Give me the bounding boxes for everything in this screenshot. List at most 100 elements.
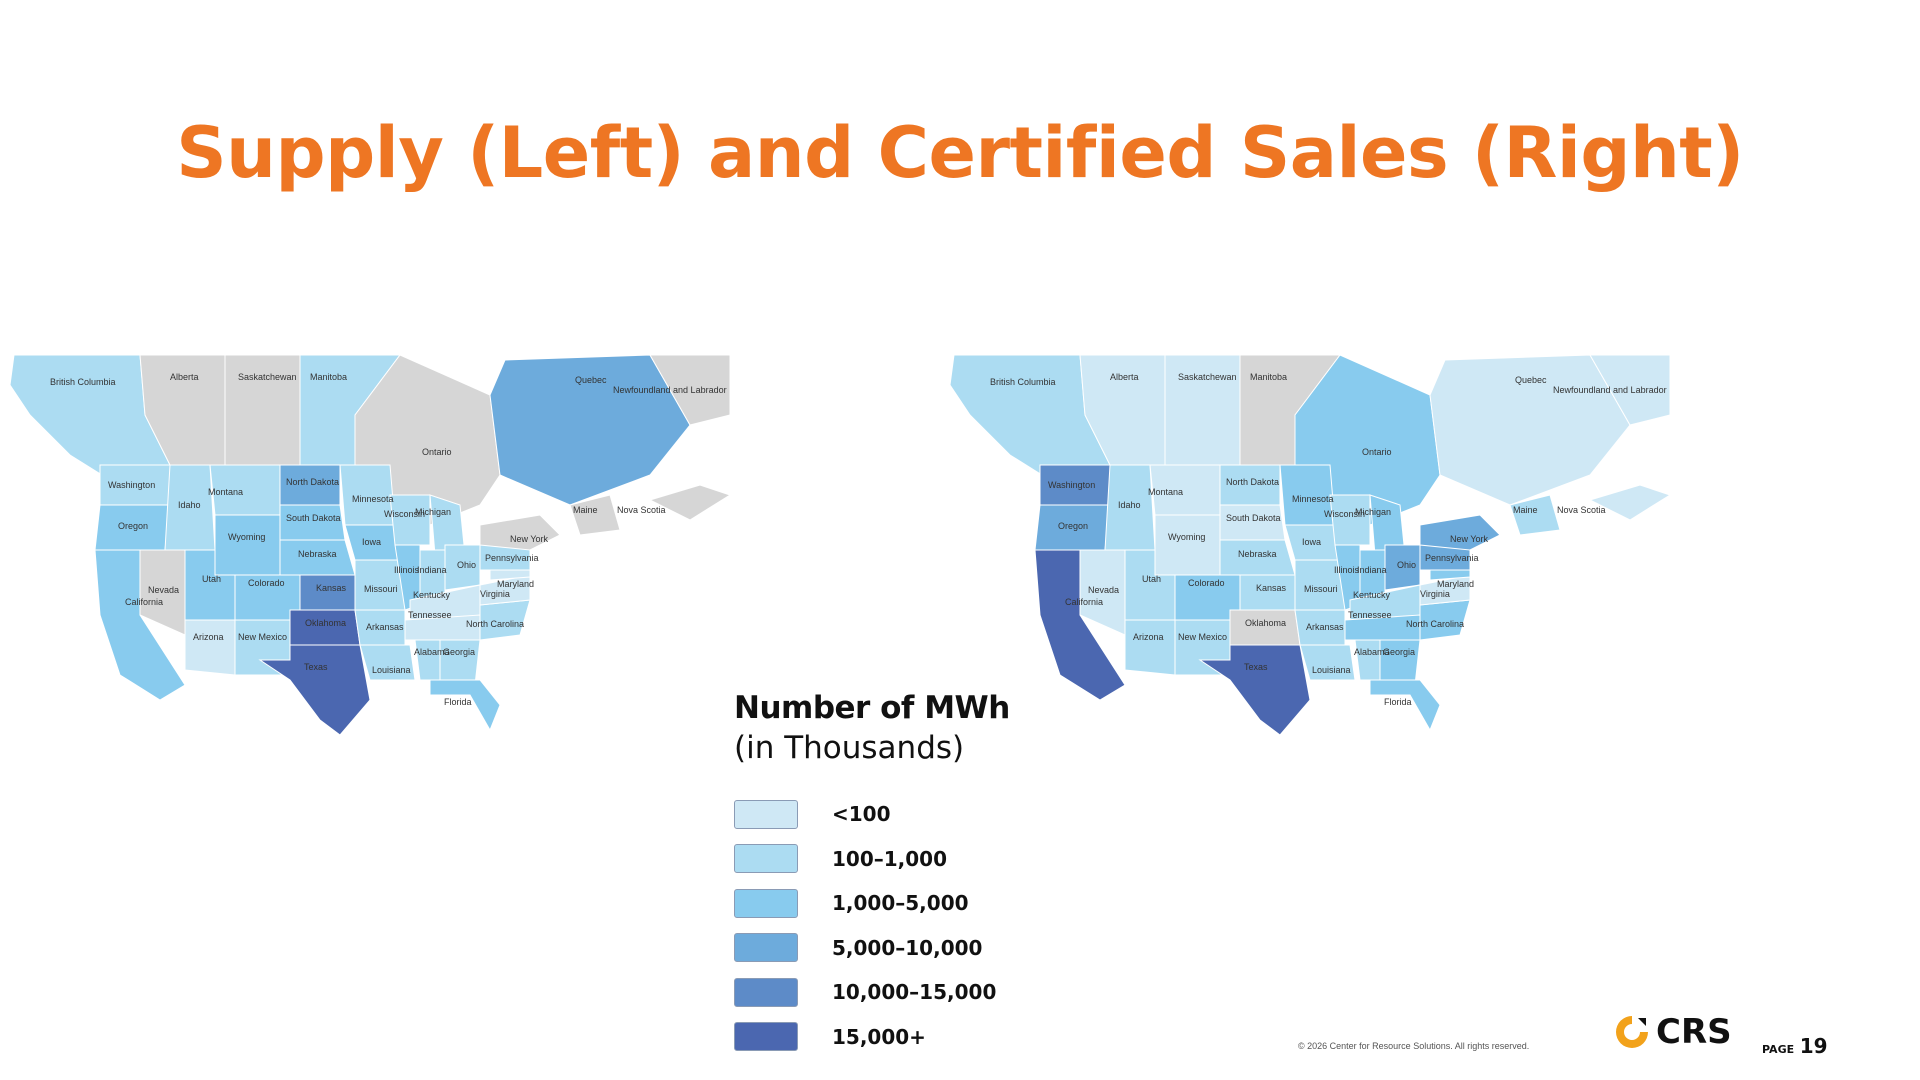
legend-item: <100	[734, 792, 1064, 837]
region-label: Kentucky	[1353, 590, 1391, 600]
region-alabama	[414, 639, 441, 681]
region-label: Minnesota	[1292, 494, 1334, 504]
copyright-text: © 2026 Center for Resource Solutions. Al…	[1298, 1041, 1530, 1051]
region-label: Maryland	[1437, 579, 1474, 589]
region-label: Utah	[202, 574, 221, 584]
legend-swatch	[734, 844, 798, 874]
legend-item: 1,000–5,000	[734, 881, 1064, 926]
region-label: Manitoba	[1250, 372, 1287, 382]
region-newfoundland-and-labrador	[649, 355, 731, 426]
region-florida	[429, 679, 501, 732]
region-label: Wyoming	[1168, 532, 1205, 542]
region-label: Maryland	[497, 579, 534, 589]
region-quebec	[1429, 355, 1631, 506]
region-label: Maine	[573, 505, 598, 515]
region-label: Colorado	[1188, 578, 1225, 588]
region-label: Nova Scotia	[617, 505, 666, 515]
map-legend: Number of MWh (in Thousands) <100 100–1,…	[734, 690, 1064, 1059]
region-label: Nevada	[1088, 585, 1119, 595]
region-label: Ohio	[1397, 560, 1416, 570]
region-label: Saskatchewan	[1178, 372, 1237, 382]
region-nova-scotia	[648, 484, 732, 521]
region-label: Montana	[208, 487, 243, 497]
region-label: Missouri	[364, 584, 398, 594]
region-label: Nebraska	[298, 549, 337, 559]
certified-sales-map-svg: British Columbia Alberta Saskatchewan Manit…	[950, 355, 1672, 736]
region-label: Iowa	[362, 537, 381, 547]
region-label: Nebraska	[1238, 549, 1277, 559]
region-texas	[258, 644, 371, 736]
region-label: Georgia	[1383, 647, 1415, 657]
region-label: Texas	[304, 662, 328, 672]
region-label: Idaho	[178, 500, 201, 510]
region-label: British Columbia	[990, 377, 1056, 387]
region-label: Louisiana	[372, 665, 411, 675]
legend-item: 5,000–10,000	[734, 926, 1064, 971]
region-label: Iowa	[1302, 537, 1321, 547]
region-label: California	[125, 597, 163, 607]
supply-map-svg: British Columbia Alberta Saskatchewan Manit…	[10, 355, 732, 736]
region-label: Colorado	[248, 578, 285, 588]
region-label: South Dakota	[286, 513, 341, 523]
legend-swatch	[734, 1022, 798, 1052]
region-label: Illinois	[394, 565, 420, 575]
region-label: Michigan	[415, 507, 451, 517]
region-label: Indiana	[1357, 565, 1387, 575]
region-label: Kansas	[316, 583, 347, 593]
legend-swatch	[734, 933, 798, 963]
region-label: Oklahoma	[305, 618, 346, 628]
region-label: Virginia	[1420, 589, 1450, 599]
region-label: Newfoundland and Labrador	[613, 385, 727, 395]
region-maine	[569, 494, 621, 536]
page-word: PAGE	[1762, 1043, 1795, 1056]
region-alabama	[1354, 639, 1381, 681]
region-label: Washington	[1048, 480, 1095, 490]
region-label: Nova Scotia	[1557, 505, 1606, 515]
region-label: Idaho	[1118, 500, 1141, 510]
region-wyoming	[214, 514, 281, 576]
region-label: Arkansas	[1306, 622, 1344, 632]
legend-swatch	[734, 799, 798, 829]
legend-title: Number of MWh	[734, 690, 1010, 726]
region-label: Washington	[108, 480, 155, 490]
region-label: Pennsylvania	[1425, 553, 1479, 563]
region-label: Ontario	[1362, 447, 1392, 457]
legend-label: 100–1,000	[832, 846, 948, 871]
region-label: Kansas	[1256, 583, 1287, 593]
legend-swatch	[734, 888, 798, 918]
region-label: New Mexico	[1178, 632, 1227, 642]
region-label: Ohio	[457, 560, 476, 570]
region-label: Maine	[1513, 505, 1538, 515]
legend-subtitle: (in Thousands)	[734, 730, 965, 766]
region-label: Tennessee	[1348, 610, 1392, 620]
region-label: Alberta	[170, 372, 199, 382]
region-new-york	[479, 514, 561, 551]
region-label: Michigan	[1355, 507, 1391, 517]
region-wyoming	[1154, 514, 1221, 576]
region-label: Florida	[444, 697, 472, 707]
region-label: Oklahoma	[1245, 618, 1286, 628]
legend-label: <100	[832, 802, 891, 827]
region-label: Florida	[1384, 697, 1412, 707]
region-label: North Carolina	[1406, 619, 1464, 629]
region-nova-scotia	[1588, 484, 1672, 521]
region-newfoundland-and-labrador	[1589, 355, 1671, 426]
page-indicator: PAGE 19	[1762, 1034, 1828, 1058]
region-label: Ontario	[422, 447, 452, 457]
region-wisconsin	[1329, 494, 1371, 546]
region-label: Texas	[1244, 662, 1268, 672]
region-label: Arizona	[1133, 632, 1164, 642]
region-label: Oregon	[118, 521, 148, 531]
region-maine	[1509, 494, 1561, 536]
legend-label: 5,000–10,000	[832, 935, 983, 960]
region-label: North Carolina	[466, 619, 524, 629]
region-label: Montana	[1148, 487, 1183, 497]
region-label: Utah	[1142, 574, 1161, 584]
legend-item: 100–1,000	[734, 837, 1064, 882]
region-label: Arizona	[193, 632, 224, 642]
supply-map: British Columbia Alberta Saskatchewan Manit…	[10, 355, 910, 870]
crs-logo: CRS	[1612, 1012, 1732, 1052]
region-label: Wisconsin	[1324, 509, 1365, 519]
region-label: Alberta	[1110, 372, 1139, 382]
region-label: British Columbia	[50, 377, 116, 387]
